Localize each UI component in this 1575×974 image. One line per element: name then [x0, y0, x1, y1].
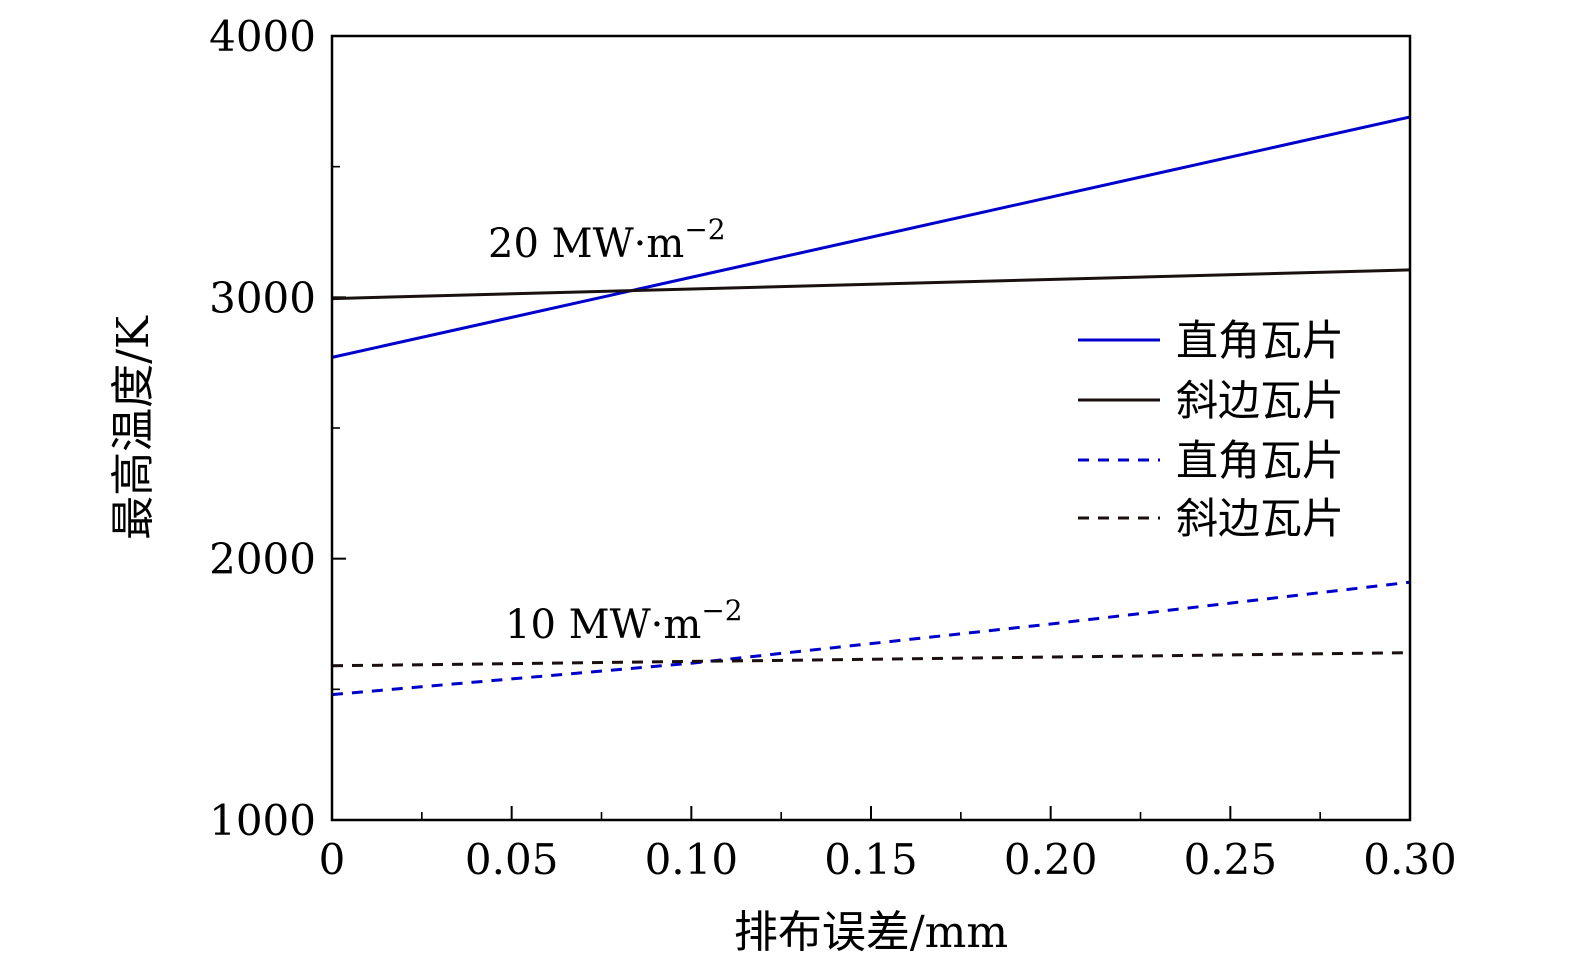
annotation-base: 20 MW·m [488, 221, 684, 267]
x-tick-label: 0.15 [824, 835, 918, 884]
x-tick-label: 0.30 [1363, 835, 1457, 884]
series-layer [331, 115, 1411, 697]
annotation-base: 10 MW·m [505, 602, 701, 648]
annotation-superscript: −2 [684, 213, 725, 246]
plot-frame [330, 34, 1412, 822]
y-tick-label: 2000 [209, 535, 316, 584]
load-annotation: 20 MW·m−2 [488, 213, 726, 267]
legend-label: 斜边瓦片 [1176, 494, 1344, 543]
y-tick-label: 1000 [209, 796, 316, 845]
legend-label: 直角瓦片 [1176, 316, 1344, 365]
series-line-2-solid [331, 268, 1411, 301]
x-axis-title: 排布误差/mm [734, 907, 1008, 958]
annotation-superscript: −2 [701, 594, 742, 627]
annotation-layer: 20 MW·m−210 MW·m−2 [488, 213, 743, 648]
y-axis-title: 最高温度/K [108, 315, 159, 540]
load-annotation: 10 MW·m−2 [505, 594, 743, 648]
y-tick-label: 3000 [209, 273, 316, 322]
x-tick-label: 0.25 [1184, 835, 1278, 884]
x-tick-label: 0.10 [645, 835, 739, 884]
x-tick-label: 0.20 [1004, 835, 1098, 884]
x-tick-label: 0 [319, 835, 346, 884]
y-tick-label: 4000 [209, 12, 316, 61]
legend-label: 斜边瓦片 [1176, 376, 1344, 425]
legend-label: 直角瓦片 [1176, 436, 1344, 485]
series-line-4-dashed [331, 651, 1411, 668]
series-line-3-dashed [331, 580, 1411, 697]
ticks-layer: 0 0.05 0.10 0.15 0.20 0.25 0.30 1000 2000 3000 400… [209, 12, 1457, 884]
series-line-1-solid [331, 115, 1411, 359]
x-tick-label: 0.05 [465, 835, 559, 884]
